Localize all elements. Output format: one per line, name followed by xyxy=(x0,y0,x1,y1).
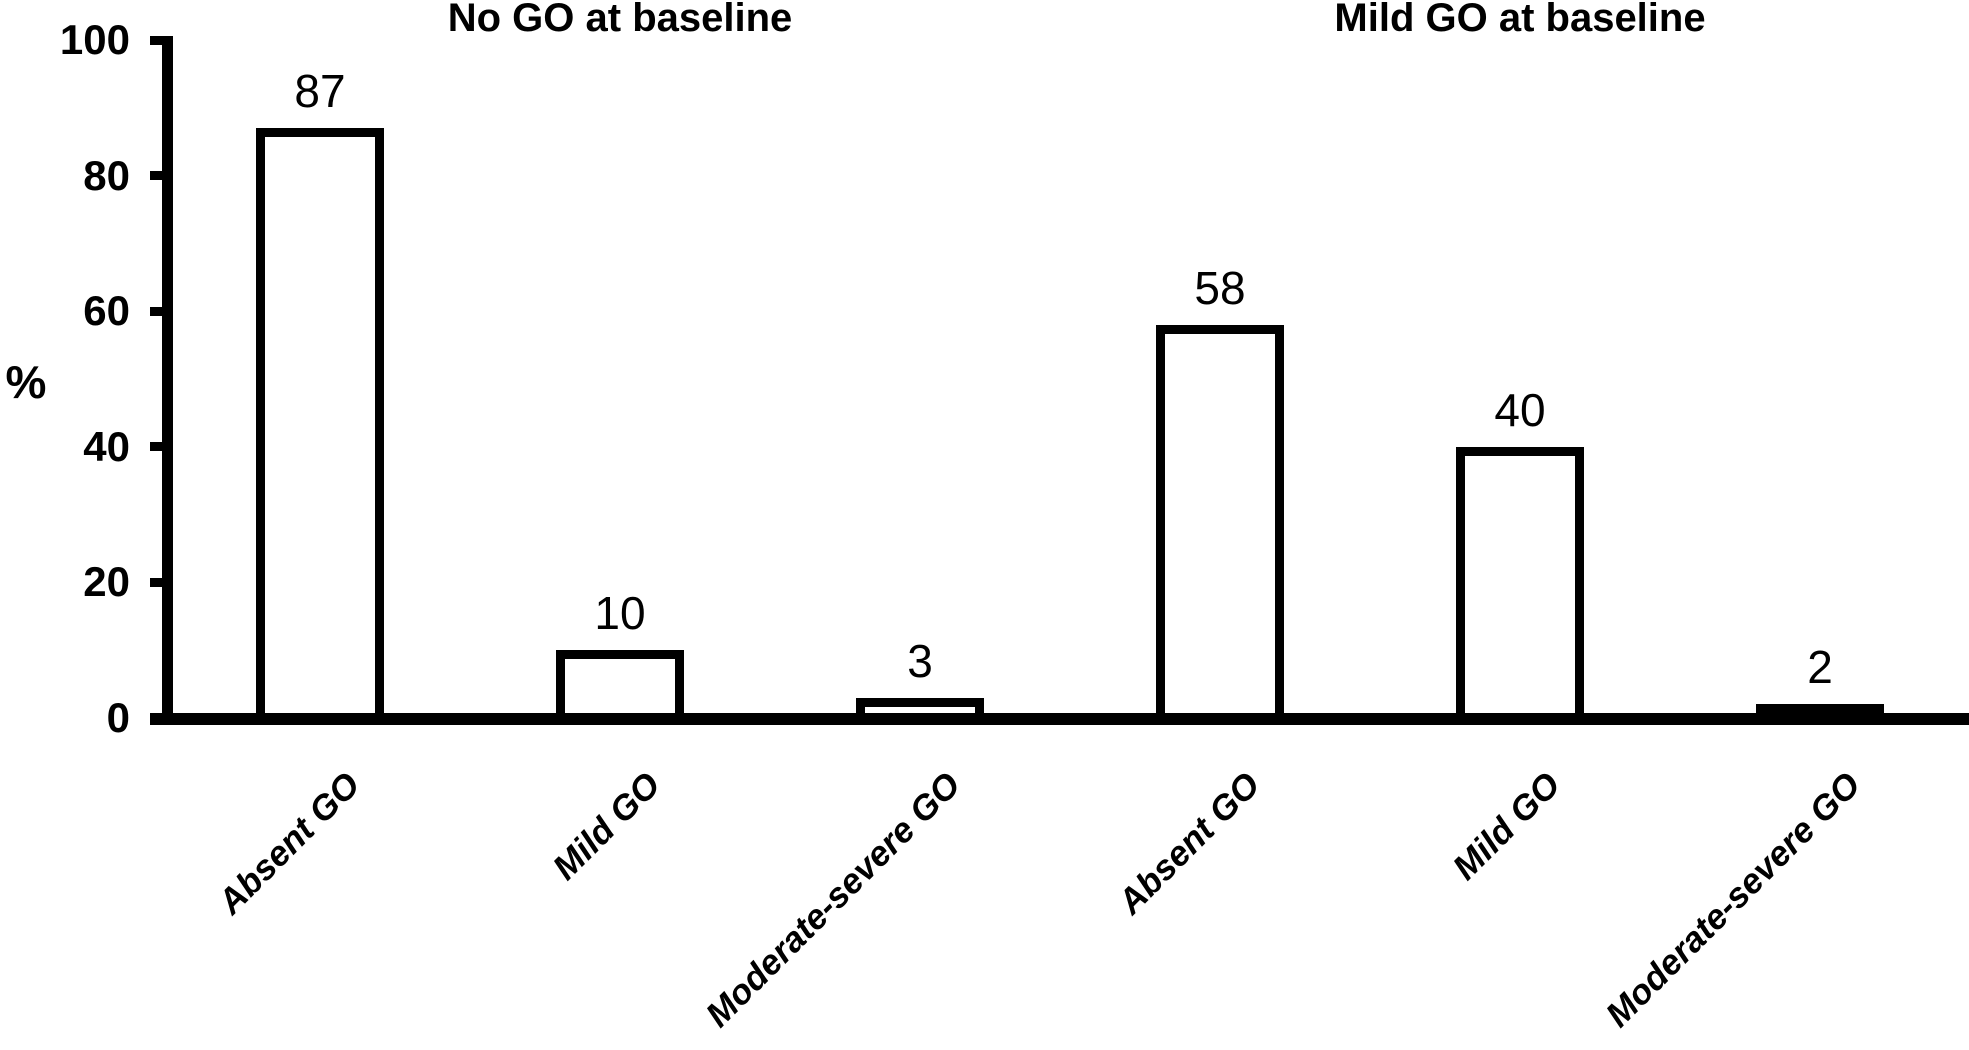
x-category-label: Absent GO xyxy=(210,765,368,922)
x-category-label: Mild GO xyxy=(1445,765,1568,888)
y-tick-mark-80 xyxy=(150,171,168,181)
x-category-label: Moderate-severe GO xyxy=(1597,765,1868,1035)
bar-value-label: 40 xyxy=(1494,383,1546,436)
bar-value-label: 58 xyxy=(1194,261,1246,314)
bar-group2-mild-go xyxy=(1456,446,1584,722)
y-tick-mark-20 xyxy=(150,577,168,587)
y-tick-label-40: 40 xyxy=(83,422,130,470)
y-tick-label-100: 100 xyxy=(59,16,130,63)
y-axis-title: % xyxy=(5,356,47,408)
y-tick-label-20: 20 xyxy=(83,558,130,606)
group-title-mild-go: Mild GO at baseline xyxy=(1334,0,1706,40)
bar-value-label: 10 xyxy=(594,587,646,640)
bar-value-label: 87 xyxy=(294,65,346,118)
y-tick-label-0: 0 xyxy=(106,694,130,741)
x-axis-line xyxy=(150,713,1969,725)
y-tick-mark-100 xyxy=(150,35,168,45)
bar-group1-absent-go xyxy=(256,128,384,722)
bar-value-label: 2 xyxy=(1807,641,1833,694)
bar-group2-absent-go xyxy=(1156,324,1284,722)
y-tick-label-60: 60 xyxy=(83,287,130,335)
x-category-label: Absent GO xyxy=(1110,765,1268,922)
x-category-label: Moderate-severe GO xyxy=(697,765,968,1035)
y-tick-mark-60 xyxy=(150,306,168,316)
bar-group1-mild-go xyxy=(556,650,684,722)
group-title-no-go: No GO at baseline xyxy=(447,0,793,40)
y-tick-label-80: 80 xyxy=(83,151,130,199)
y-tick-mark-40 xyxy=(150,442,168,452)
y-axis-line xyxy=(162,36,173,725)
x-category-label: Mild GO xyxy=(545,765,668,888)
bar-value-label: 3 xyxy=(907,634,933,687)
